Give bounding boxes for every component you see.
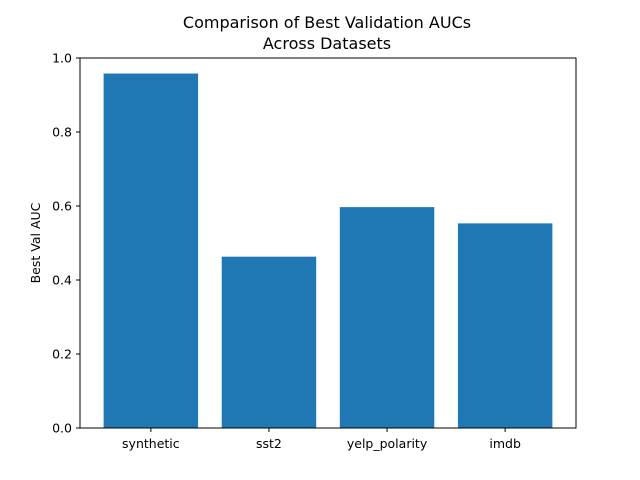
- chart-title-line-2: Across Datasets: [263, 34, 391, 53]
- x-tick-label: yelp_polarity: [347, 436, 428, 451]
- y-tick-label: 0.6: [52, 199, 72, 214]
- y-tick-label: 0.0: [52, 421, 72, 436]
- chart-title-line-1: Comparison of Best Validation AUCs: [183, 13, 471, 32]
- bar-yelp-polarity: [339, 207, 435, 428]
- bar-synthetic: [103, 73, 199, 428]
- x-axis-ticks: synthetic sst2 yelp_polarity imdb: [122, 428, 521, 451]
- bars: [103, 73, 553, 428]
- y-tick-label: 1.0: [52, 51, 72, 66]
- y-tick-label: 0.8: [52, 125, 72, 140]
- plot-frame: [79, 57, 577, 429]
- bar-sst2: [221, 256, 317, 428]
- y-tick-label: 0.2: [52, 347, 72, 362]
- x-tick-label: imdb: [489, 436, 521, 451]
- y-tick-label: 0.4: [52, 273, 72, 288]
- y-axis-label: Best Val AUC: [28, 202, 43, 283]
- x-tick-label: sst2: [256, 436, 282, 451]
- bar-imdb: [457, 223, 553, 428]
- chart-title: Comparison of Best Validation AUCs Acros…: [183, 13, 471, 53]
- x-tick-label: synthetic: [122, 436, 180, 451]
- y-axis-ticks: 0.0 0.2 0.4 0.6 0.8 1.0: [52, 51, 80, 436]
